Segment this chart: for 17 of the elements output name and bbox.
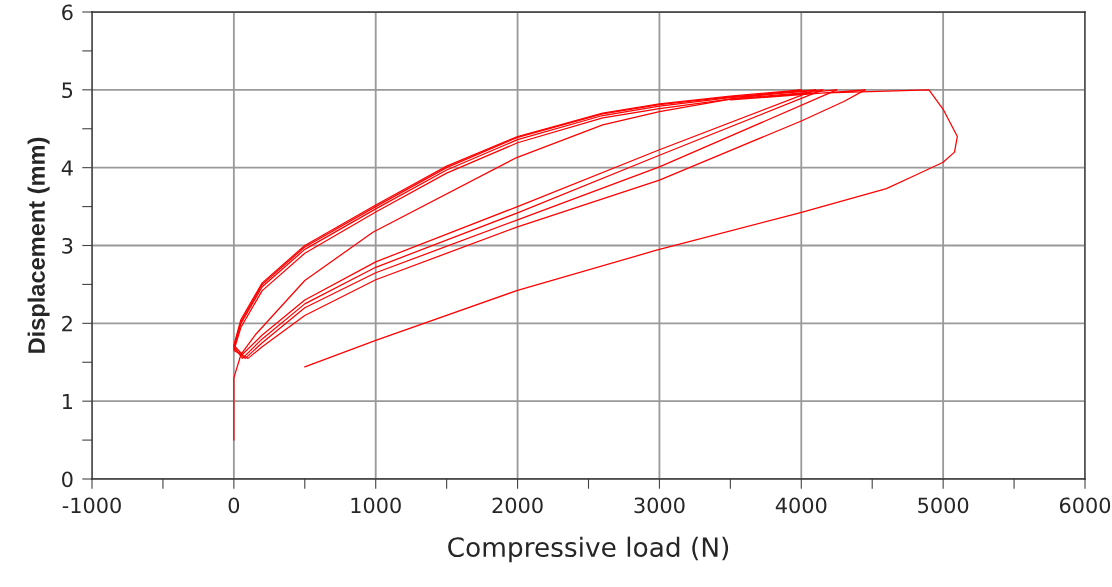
x-tick-label: 2000: [492, 497, 543, 514]
x-axis-title: Compressive load (N): [448, 536, 729, 563]
y-tick-label: 4: [61, 160, 73, 176]
y-tick-label: 3: [62, 237, 73, 254]
x-tick-label: 5000: [918, 497, 969, 514]
x-tick-label: 1000: [351, 497, 401, 514]
x-tick-label: -1000: [62, 497, 121, 514]
x-tick-label: 6000: [1059, 497, 1111, 514]
y-tick-label: 6: [62, 4, 73, 21]
y-tick-label: 1: [62, 393, 73, 410]
y-tick-label: 2: [62, 315, 72, 332]
y-tick-label: 5: [62, 82, 73, 99]
x-tick-label: 3000: [634, 497, 685, 514]
y-axis-title: Displacement (mm): [27, 137, 50, 353]
y-tick-label: 0: [62, 471, 73, 488]
x-tick-label: 4000: [775, 497, 827, 514]
x-tick-label: 0: [228, 497, 240, 514]
